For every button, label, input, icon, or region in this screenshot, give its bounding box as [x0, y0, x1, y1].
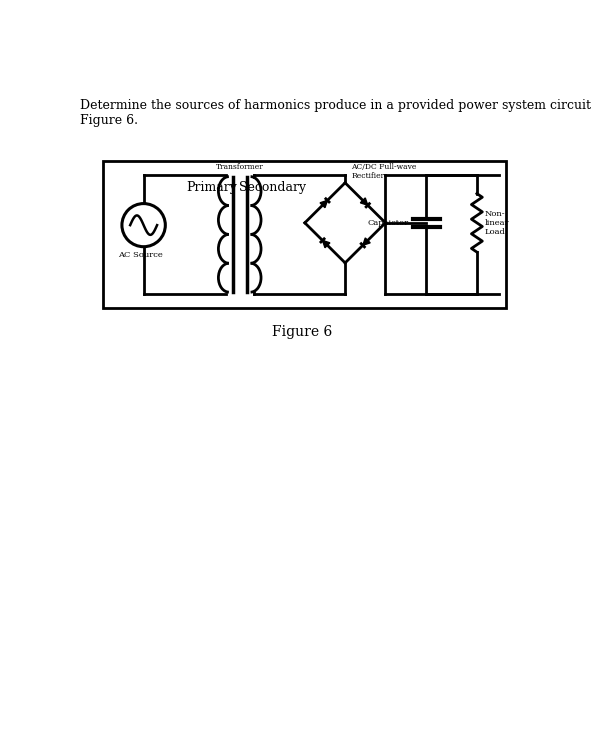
Polygon shape — [363, 238, 370, 245]
Polygon shape — [361, 198, 368, 206]
Text: Capaictor: Capaictor — [368, 219, 408, 227]
Text: Primary: Primary — [186, 181, 237, 195]
Text: Secondary: Secondary — [239, 181, 306, 195]
Bar — [103, 161, 506, 308]
Circle shape — [122, 203, 165, 247]
Text: Determine the sources of harmonics produce in a provided power system circuit sh: Determine the sources of harmonics produ… — [80, 99, 591, 127]
Text: Figure 6: Figure 6 — [272, 325, 333, 339]
Text: AC/DC Full-wave
Rectifier: AC/DC Full-wave Rectifier — [351, 163, 417, 180]
Polygon shape — [323, 241, 330, 248]
Text: Non-
linear
Load: Non- linear Load — [485, 210, 509, 236]
Polygon shape — [320, 200, 327, 208]
Text: AC Source: AC Source — [118, 251, 163, 259]
Text: Transformer: Transformer — [216, 163, 264, 171]
